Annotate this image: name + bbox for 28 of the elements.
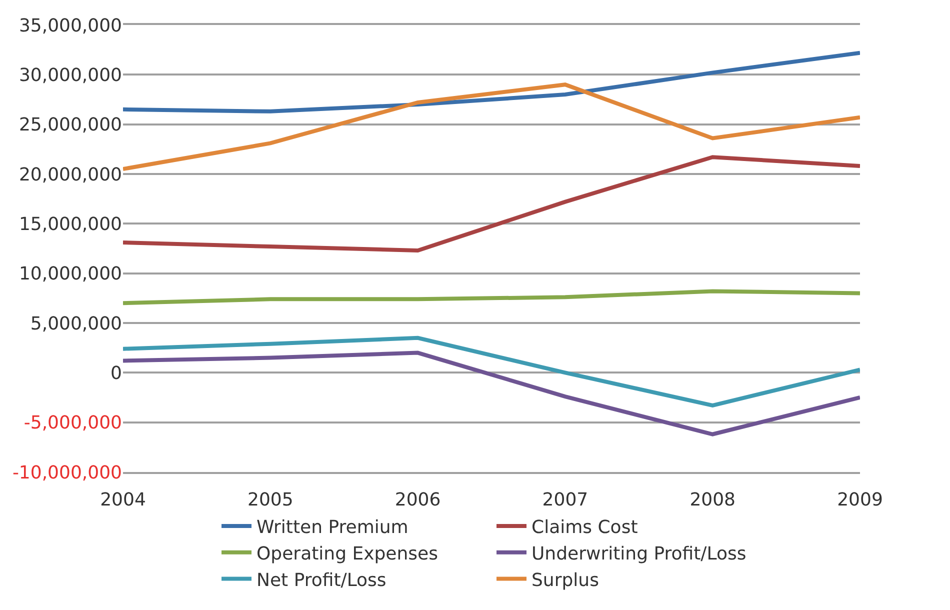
x-tick-label: 2007 bbox=[542, 489, 588, 510]
line-series bbox=[123, 336, 860, 408]
x-tick-label: 2006 bbox=[394, 489, 441, 510]
legend-label: Underwriting Profit/Loss bbox=[532, 543, 746, 564]
y-tick-label: -5,000,000 bbox=[24, 412, 122, 434]
y-tick-label: 35,000,000 bbox=[18, 15, 122, 36]
x-tick-label: 2009 bbox=[837, 489, 883, 510]
y-tick-label: 20,000,000 bbox=[18, 164, 122, 186]
line-series bbox=[123, 289, 860, 306]
y-tick-label: 30,000,000 bbox=[18, 64, 122, 86]
y-tick-label: 10,000,000 bbox=[18, 264, 122, 285]
y-tick-label: -10,000,000 bbox=[12, 462, 122, 484]
legend-label: Net Profit/Loss bbox=[256, 570, 386, 591]
line-series bbox=[123, 50, 860, 114]
x-tick-label: 2008 bbox=[690, 489, 736, 510]
y-tick-label: 5,000,000 bbox=[30, 313, 122, 334]
legend-label: Claims Cost bbox=[532, 516, 638, 538]
legend-label: Surplus bbox=[532, 570, 599, 591]
x-tick-label: 2004 bbox=[100, 489, 146, 510]
x-tick-label: 2005 bbox=[247, 489, 294, 510]
legend-label: Written Premium bbox=[256, 516, 408, 538]
line-series bbox=[123, 155, 860, 252]
legend-label: Operating Expenses bbox=[256, 543, 438, 564]
line-series bbox=[123, 350, 860, 436]
y-tick-label: 15,000,000 bbox=[18, 214, 122, 235]
line-series bbox=[123, 82, 860, 172]
y-tick-label: 25,000,000 bbox=[18, 114, 122, 136]
y-tick-label: 0 bbox=[110, 362, 122, 384]
